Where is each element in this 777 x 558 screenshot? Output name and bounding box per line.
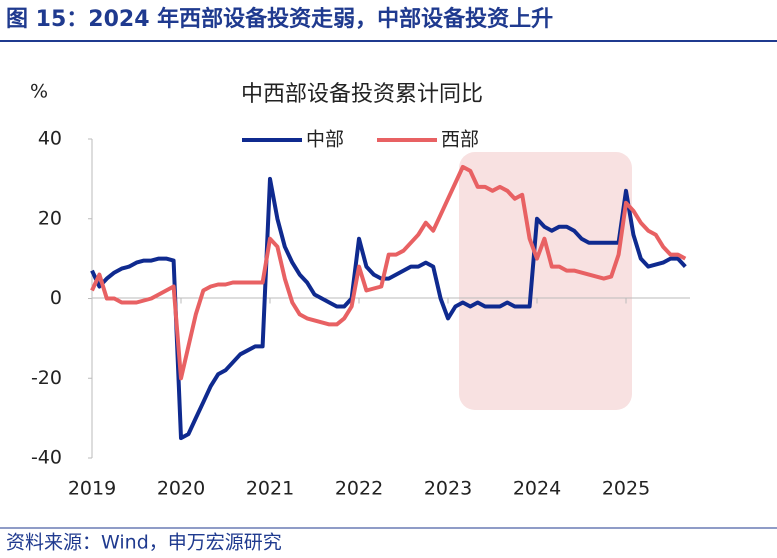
- x-tick-label: 2024: [513, 478, 561, 500]
- legend-label: 西部: [441, 129, 479, 151]
- figure-title: 图 15：2024 年西部设备投资走弱，中部设备投资上升: [6, 6, 553, 32]
- series-line: [90, 176, 687, 441]
- y-tick-label: 40: [38, 128, 62, 150]
- x-tick-label: 2020: [157, 478, 205, 500]
- y-axis-unit: %: [30, 81, 48, 103]
- y-tick-label: 0: [50, 287, 62, 309]
- y-tick-label: -20: [31, 367, 62, 389]
- source-note: 资料来源：Wind，申万宏源研究: [6, 532, 282, 554]
- x-tick-label: 2019: [68, 478, 116, 500]
- highlight-region: [459, 152, 632, 410]
- y-tick-label: 20: [38, 207, 62, 229]
- x-tick-label: 2025: [602, 478, 650, 500]
- chart-title: 中西部设备投资累计同比: [241, 82, 483, 107]
- y-tick-label: -40: [31, 447, 62, 469]
- legend-label: 中部: [306, 129, 344, 151]
- x-tick-label: 2021: [246, 478, 294, 500]
- x-tick-label: 2022: [335, 478, 383, 500]
- x-tick-label: 2023: [424, 478, 472, 500]
- series-line: [90, 164, 687, 381]
